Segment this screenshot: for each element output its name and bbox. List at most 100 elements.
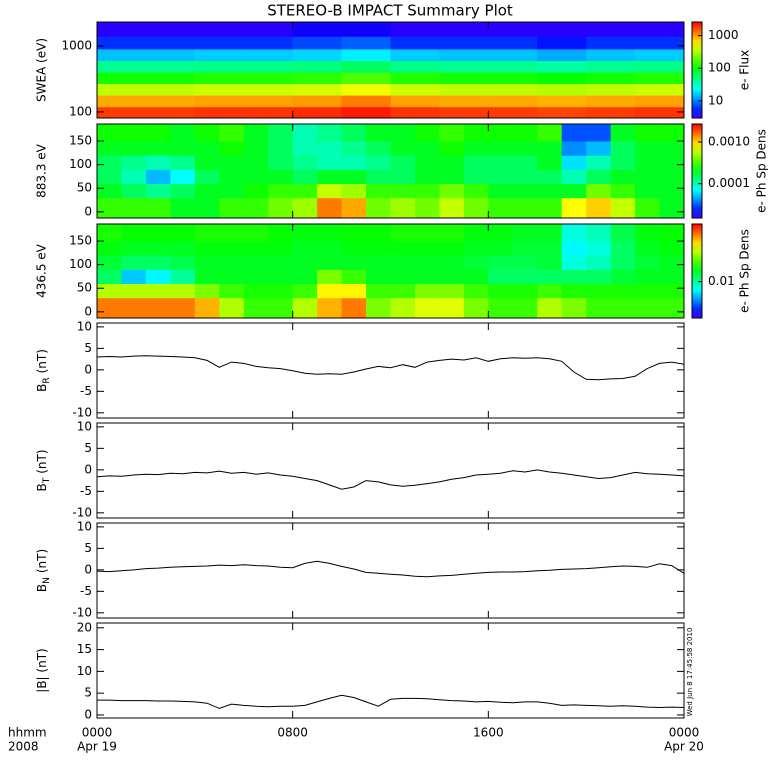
- spectrogram-cell: [488, 197, 514, 218]
- spectrogram-cell: [610, 255, 636, 270]
- spectrogram-cell: [292, 95, 343, 108]
- spectrogram-cell: [341, 183, 367, 199]
- spectrogram-cell: [390, 48, 440, 62]
- spectrogram-cell: [268, 124, 294, 142]
- spectrogram-cell: [292, 224, 318, 242]
- spectrogram-cell: [268, 183, 294, 199]
- spectrogram-cell: [366, 124, 391, 142]
- spectrogram-cell: [317, 169, 343, 185]
- spectrogram-cell: [341, 224, 367, 242]
- spectrogram-cell: [561, 155, 587, 170]
- spectrogram-cell: [219, 255, 245, 270]
- spectrogram-cell: [170, 255, 196, 270]
- y-tick-label: -10: [72, 405, 92, 419]
- y-label-main: B: [35, 483, 49, 491]
- spectrogram-cell: [341, 255, 367, 270]
- spectrogram-cell: [610, 155, 636, 170]
- spectrogram-cell: [219, 141, 245, 156]
- spectrogram-cell: [512, 241, 538, 256]
- spectrogram-cell: [366, 169, 391, 185]
- spectrogram-cell: [317, 255, 343, 270]
- spectrogram-cell: [610, 183, 636, 199]
- spectrogram-cell: [219, 183, 245, 199]
- y-tick-label: 100: [69, 157, 92, 171]
- spectrogram-cell: [145, 60, 196, 73]
- spectrogram-cell: [512, 297, 538, 318]
- spectrogram-cell: [170, 269, 196, 285]
- y-tick-label: -10: [72, 505, 92, 519]
- colorbar-tick-label: 0.01: [708, 274, 735, 288]
- spectrogram-cell: [463, 183, 489, 199]
- spectrogram-cell: [586, 241, 612, 256]
- spectrogram-cell: [390, 124, 416, 142]
- spectrogram-cell: [97, 255, 122, 270]
- data-line: [97, 469, 684, 490]
- y-tick-label: 150: [69, 134, 92, 148]
- y-axis-label: SWEA (eV): [35, 38, 49, 102]
- spectrogram-cell: [439, 141, 465, 156]
- spectrogram-cell: [659, 297, 684, 318]
- spectrogram-cell: [463, 169, 489, 185]
- spectrogram-cell: [194, 60, 245, 73]
- spectrogram-cell: [121, 297, 147, 318]
- spectrogram-cell: [610, 297, 636, 318]
- timestamp: Wed Jun 8 17:45:58 2010: [686, 628, 694, 717]
- x-header: hhmm: [8, 726, 47, 740]
- y-axis-label: 883.3 eV: [35, 143, 49, 198]
- spectrogram-cell: [463, 283, 489, 299]
- spectrogram-cell: [170, 283, 196, 299]
- y-axis-label: BR (nT): [35, 349, 52, 392]
- spectrogram-cell: [194, 72, 245, 84]
- spectrogram-cell: [366, 224, 391, 242]
- spectrogram-cell: [488, 48, 538, 62]
- spectrogram-cell: [586, 155, 612, 170]
- spectrogram-cell: [439, 241, 465, 256]
- spectrogram-cell: [121, 197, 147, 218]
- x-tick-label: 1600: [473, 726, 504, 740]
- spectrogram-cell: [561, 169, 587, 185]
- y-tick-label: 150: [69, 234, 92, 248]
- spectrogram-cell: [561, 183, 587, 199]
- spectrogram-cell: [194, 48, 245, 62]
- spectrogram-cell: [390, 83, 440, 96]
- spectrogram-cell: [659, 169, 684, 185]
- spectrogram-cell: [341, 241, 367, 256]
- spectrogram-cell: [488, 297, 514, 318]
- spectrogram-cell: [586, 36, 636, 50]
- spectrogram-cell: [414, 269, 440, 285]
- spectrogram-cell: [97, 95, 147, 108]
- spectrogram-cell: [610, 197, 636, 218]
- spectrogram-cell: [243, 36, 294, 50]
- spectrogram-cell: [390, 60, 440, 73]
- spectrogram-cell: [219, 169, 245, 185]
- spectrogram-cell: [170, 183, 196, 199]
- spectrogram-cell: [341, 95, 391, 108]
- spectrogram-cell: [390, 22, 440, 37]
- spectrogram-cell: [268, 255, 294, 270]
- y-tick-label: 5: [84, 341, 92, 355]
- spectrogram-cell: [439, 297, 465, 318]
- spectrogram-cell: [537, 241, 563, 256]
- spectrogram-cell: [512, 269, 538, 285]
- spectrogram-cell: [243, 183, 269, 199]
- spectrogram-cell: [194, 255, 220, 270]
- y-tick-label: 15: [77, 642, 92, 656]
- spectrogram-cell: [243, 83, 294, 96]
- spectrogram-cell: [194, 269, 220, 285]
- spectrogram-cell: [292, 183, 318, 199]
- spectrogram-cell: [341, 48, 391, 62]
- spectrogram-cell: [537, 255, 563, 270]
- spectrogram-cell: [488, 83, 538, 96]
- spectrogram-cell: [488, 224, 514, 242]
- spectrogram-cell: [390, 241, 416, 256]
- spectrogram-cell: [243, 48, 294, 62]
- spectrogram-cell: [561, 241, 587, 256]
- spectrogram-cell: [341, 141, 367, 156]
- colorbar: [691, 223, 703, 319]
- spectrogram-cell: [659, 255, 684, 270]
- y-axis-label: BN (nT): [35, 549, 52, 592]
- spectrogram-cell: [586, 224, 612, 242]
- spectrogram-cell: [439, 283, 465, 299]
- y-tick-label: 50: [77, 281, 92, 295]
- spectrogram-cell: [145, 255, 171, 270]
